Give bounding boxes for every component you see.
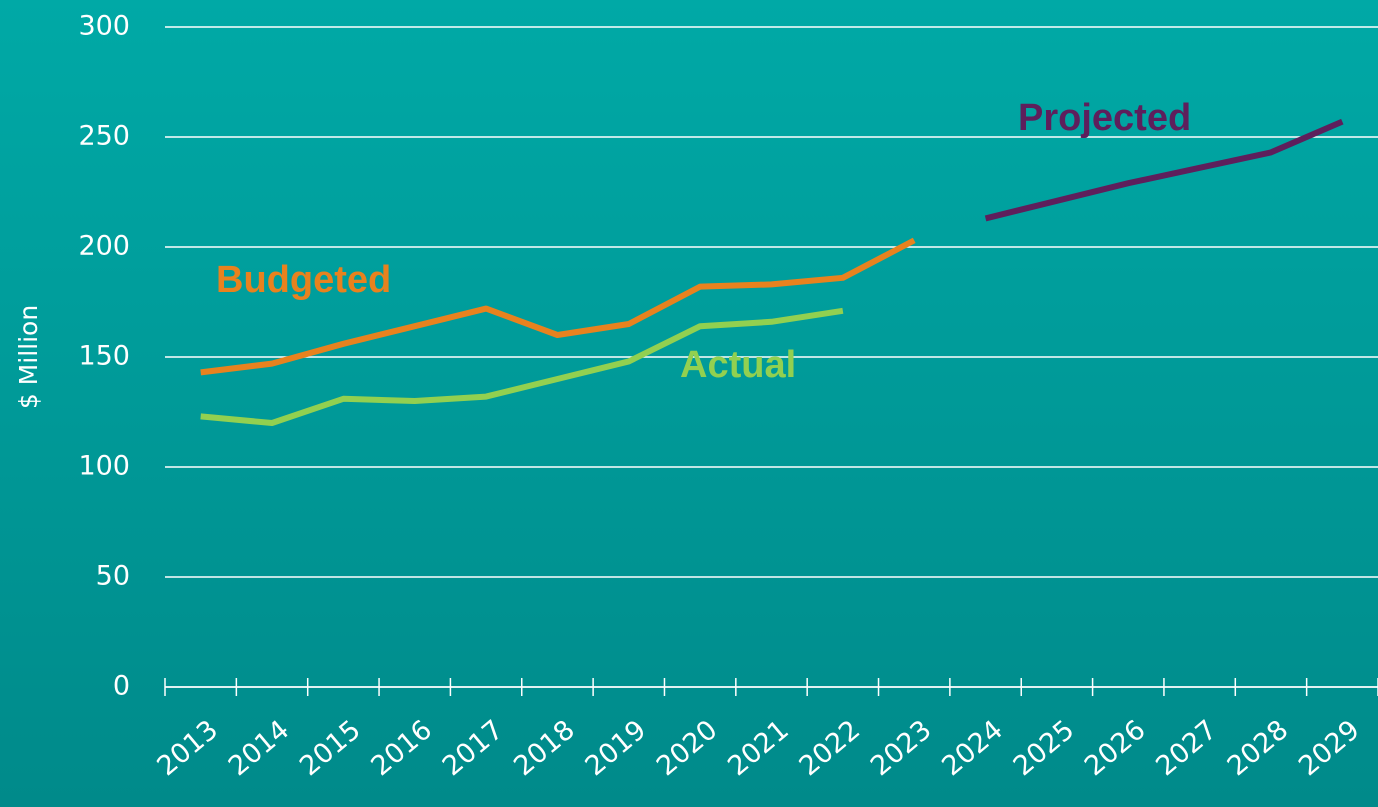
y-tick-label: 50 (96, 561, 130, 592)
series-label: Actual (680, 344, 796, 386)
y-tick-label: 200 (78, 231, 130, 262)
y-tick-label: 100 (78, 451, 130, 482)
series-line (200, 237, 916, 376)
y-tick-label: 0 (113, 671, 130, 702)
y-axis-label: $ Million (14, 305, 43, 409)
series-label: Projected (1018, 97, 1191, 139)
y-tick-label: 250 (78, 121, 130, 152)
y-tick-label: 150 (78, 341, 130, 372)
series-line (984, 118, 1344, 222)
y-tick-label: 300 (78, 11, 130, 42)
series-line (200, 307, 844, 426)
series-label: Budgeted (216, 259, 391, 301)
